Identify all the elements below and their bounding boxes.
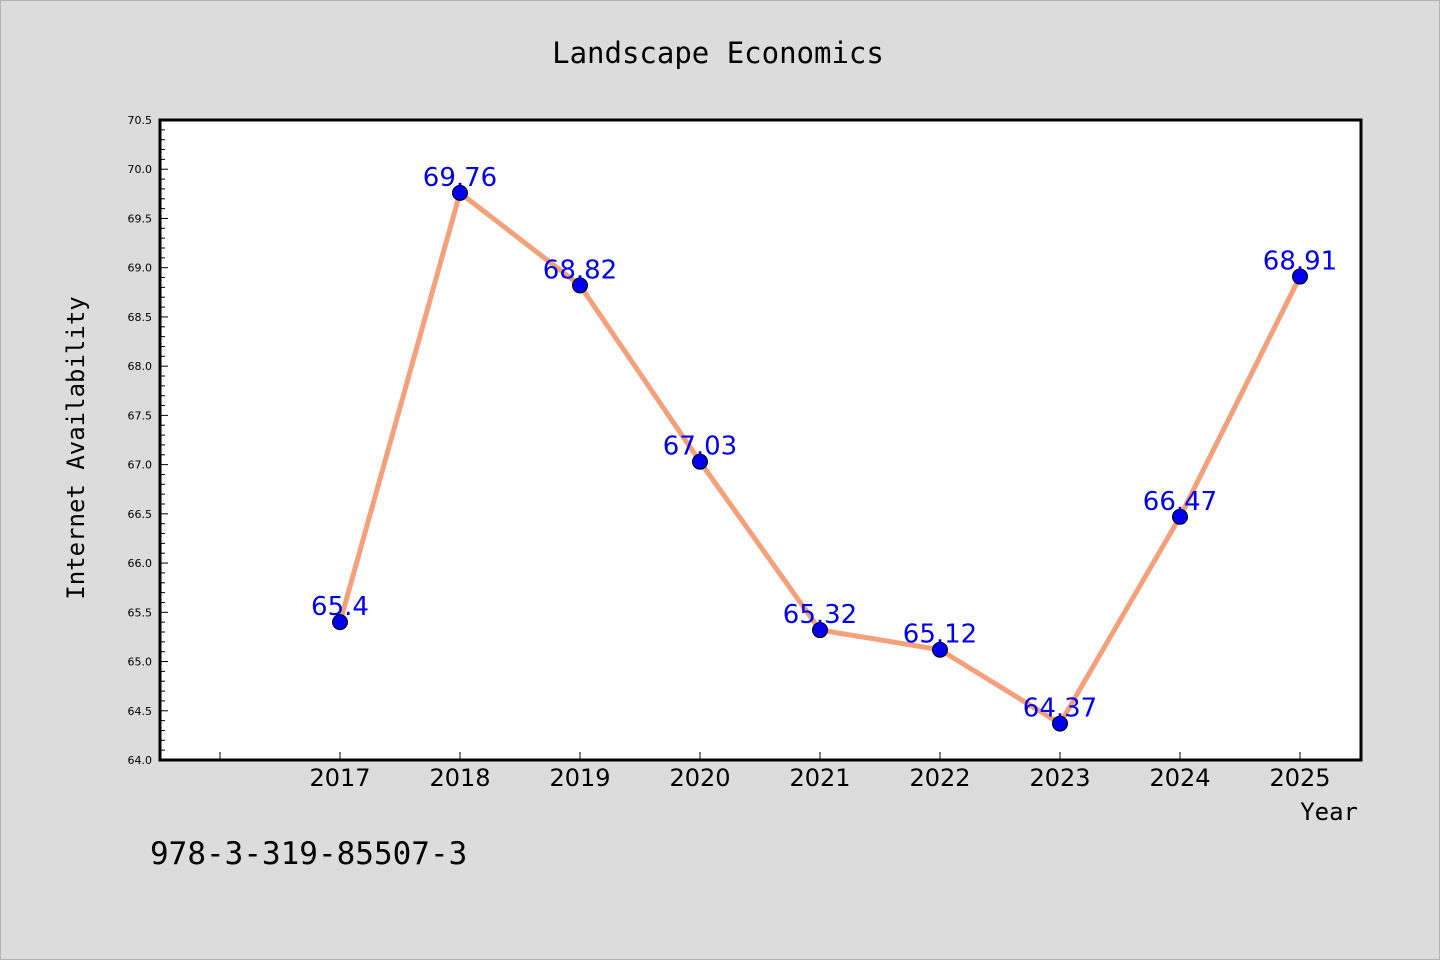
y-tick-label: 67.0 xyxy=(128,459,153,472)
data-labels: 65.4 69.76 68.82 67.03 65.32 65.12 64.37 66.47 6… xyxy=(311,163,1337,724)
y-tick-label: 69.0 xyxy=(128,262,153,275)
data-label: 68.91 xyxy=(1263,247,1337,277)
x-tick-label: 2021 xyxy=(789,764,850,792)
y-tick-label: 66.0 xyxy=(128,557,153,570)
data-label: 67.03 xyxy=(663,432,737,462)
y-tick-label: 68.5 xyxy=(128,311,153,324)
y-tick-label: 66.5 xyxy=(128,508,153,521)
y-tick-label: 68.0 xyxy=(128,360,153,373)
chart-title: Landscape Economics xyxy=(552,36,884,70)
x-axis: 2017 2018 2019 2020 2021 2022 2023 2024 2025 xyxy=(219,752,1331,792)
x-tick-label: 2017 xyxy=(309,764,370,792)
data-point xyxy=(692,453,708,470)
data-label: 69.76 xyxy=(423,163,497,193)
x-tick-label: 2019 xyxy=(549,764,610,792)
y-axis-label: Internet Availability xyxy=(62,296,90,599)
x-tick-label: 2025 xyxy=(1269,764,1330,792)
y-tick-label: 64.5 xyxy=(128,705,153,718)
data-point xyxy=(1052,715,1068,732)
data-point xyxy=(932,641,948,658)
y-tick-label: 70.5 xyxy=(128,114,153,127)
data-label: 66.47 xyxy=(1143,487,1217,517)
x-axis-label: Year xyxy=(1300,798,1358,826)
data-label: 64.37 xyxy=(1023,694,1097,724)
y-tick-label: 70.0 xyxy=(128,163,153,176)
y-tick-label: 67.5 xyxy=(128,409,153,422)
data-point xyxy=(572,277,588,294)
isbn-text: 978-3-319-85507-3 xyxy=(150,836,467,872)
data-label: 68.82 xyxy=(543,255,617,285)
y-tick-label: 65.0 xyxy=(128,656,153,669)
plot-area xyxy=(158,118,1363,762)
data-label: 65.12 xyxy=(903,620,977,650)
data-point xyxy=(1292,268,1308,285)
y-tick-label: 69.5 xyxy=(128,212,153,225)
y-axis: 64.0 64.5 65.0 65.5 66.0 66.5 67.0 67.5 68.0 68.5… xyxy=(128,114,168,767)
data-point xyxy=(812,622,828,639)
data-label: 65.32 xyxy=(783,600,857,630)
x-tick-label: 2024 xyxy=(1149,764,1210,792)
data-label: 65.4 xyxy=(311,592,369,622)
data-markers xyxy=(332,184,1308,732)
x-tick-label: 2020 xyxy=(669,764,730,792)
data-point xyxy=(1172,508,1188,525)
x-tick-label: 2022 xyxy=(909,764,970,792)
x-tick-label: 2018 xyxy=(429,764,490,792)
x-tick-label: 2023 xyxy=(1029,764,1090,792)
y-tick-label: 64.0 xyxy=(128,754,153,767)
data-point xyxy=(332,614,348,631)
y-tick-label: 65.5 xyxy=(128,606,153,619)
data-point xyxy=(452,184,468,201)
